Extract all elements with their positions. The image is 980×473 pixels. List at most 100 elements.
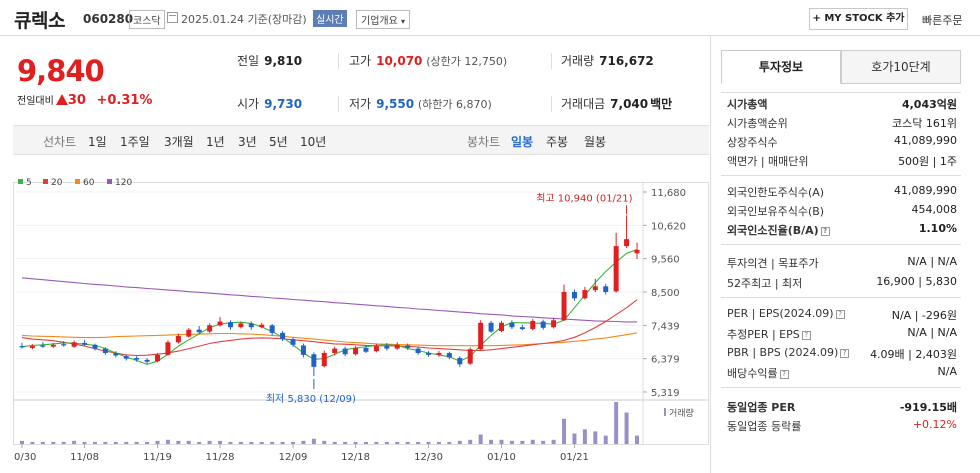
market-cap-value: 4,043억원 — [901, 98, 957, 111]
period-1w[interactable]: 1주일 — [120, 135, 150, 149]
volume-bar — [353, 441, 358, 444]
foreign-limit-value: 41,089,990 — [894, 184, 957, 197]
candle-body — [582, 290, 588, 299]
volume-bar — [374, 441, 379, 444]
candle-body — [561, 291, 567, 321]
candle-body — [457, 358, 463, 365]
candle-body — [113, 352, 119, 356]
upper-limit: (상한가 12,750) — [426, 55, 508, 68]
candle-body — [540, 321, 546, 328]
candle-body — [571, 291, 577, 299]
tab-orderbook[interactable]: 호가10단계 — [841, 50, 961, 84]
candle-body — [405, 345, 411, 348]
candle-body — [509, 322, 515, 328]
candle-body — [373, 346, 379, 352]
candle-body — [488, 322, 494, 332]
industry-per-label: 동일업종 PER — [727, 401, 796, 414]
chart-frame — [13, 182, 709, 445]
legend-swatch — [43, 179, 48, 184]
stock-header: 큐렉소 060280 코스닥 2025.01.24 기준(장마감) 실시간 기업… — [0, 0, 980, 36]
chart-period-bar: 선차트 1일 1주일 3개월 1년 3년 5년 10년 봉차트 일봉 주봉 월봉 — [13, 125, 709, 155]
y-tick-label: 7,439 — [651, 321, 680, 332]
volume-bar — [92, 441, 97, 444]
help-icon[interactable]: ? — [835, 310, 845, 319]
candle-body — [446, 352, 452, 358]
volume-bar — [562, 418, 567, 444]
period-10y[interactable]: 10년 — [300, 135, 327, 149]
per-eps-value: N/A | -296원 — [891, 309, 957, 322]
candle-body — [196, 329, 202, 333]
volume-bar — [363, 441, 368, 444]
moving-average-line — [21, 248, 638, 365]
volume-bar — [436, 441, 441, 444]
up-arrow-icon — [55, 94, 68, 105]
help-icon[interactable]: ? — [801, 331, 811, 340]
candle-body — [498, 322, 504, 331]
tab-invest-info[interactable]: 투자정보 — [721, 50, 841, 84]
y-tick-label: 5,319 — [651, 388, 680, 399]
volume-bar — [530, 439, 535, 444]
volume-bar — [103, 441, 108, 444]
current-price-box: 9,840 전일대비 30 +0.31% — [13, 46, 225, 118]
volume-bar — [113, 441, 118, 444]
company-overview-dropdown[interactable]: 기업개요 ▾ — [356, 10, 411, 29]
candle-monthly[interactable]: 월봉 — [584, 135, 607, 149]
quick-order-link[interactable]: 빠른주문 — [922, 14, 963, 27]
volume-bar — [593, 431, 598, 444]
volume-bar — [520, 440, 525, 444]
help-icon[interactable]: ? — [840, 349, 850, 358]
volume-bar — [489, 439, 494, 444]
divider — [338, 53, 339, 69]
candle-body — [134, 358, 140, 360]
change-label: 전일대비 — [17, 96, 54, 107]
candle-body — [248, 323, 254, 328]
period-1y[interactable]: 1년 — [206, 135, 225, 149]
candle-body — [467, 349, 473, 364]
stat-prev: 전일 9,810 — [237, 52, 302, 69]
candle-body — [530, 320, 536, 330]
industry-rate-label: 동일업종 등락률 — [727, 420, 802, 433]
candle-body — [19, 346, 25, 348]
volume-bar — [72, 440, 77, 444]
period-3y[interactable]: 3년 — [238, 135, 257, 149]
realtime-button[interactable]: 실시간 — [313, 10, 347, 27]
volume-bar — [259, 441, 264, 444]
candle-body — [92, 344, 98, 349]
volume-bar — [155, 440, 160, 444]
y-tick-label: 11,680 — [651, 188, 686, 199]
help-icon[interactable]: ? — [779, 370, 789, 379]
divider — [721, 244, 961, 245]
shares-label: 상장주식수 — [727, 136, 778, 149]
candle-daily[interactable]: 일봉 — [511, 135, 534, 149]
legend-label: 120 — [115, 178, 132, 188]
candle-body — [300, 345, 306, 355]
help-icon[interactable]: ? — [820, 227, 830, 236]
volume-bar — [124, 441, 129, 444]
price-stats: 전일 9,810 고가 10,070 (상한가 12,750) 거래량 716,672… — [225, 40, 710, 120]
candle-weekly[interactable]: 주봉 — [546, 135, 569, 149]
market-badge: 코스닥 — [129, 10, 165, 29]
week52-label: 52주최고 | 최저 — [727, 277, 803, 290]
pbr-bps-text: PBR | BPS (2024.09) — [727, 346, 839, 359]
y-tick-label: 9,560 — [651, 255, 680, 266]
period-5y[interactable]: 5년 — [269, 135, 288, 149]
volume-bar — [468, 439, 473, 444]
stat-amount: 거래대금 7,040 백만 — [561, 95, 672, 112]
divider — [551, 53, 552, 69]
volume-bar — [301, 440, 306, 444]
period-3m[interactable]: 3개월 — [164, 135, 194, 149]
x-tick-label: 12/30 — [414, 452, 443, 463]
calendar-icon — [167, 12, 178, 23]
x-tick-label: 01/21 — [560, 452, 589, 463]
stat-amount-unit: 백만 — [650, 97, 673, 111]
candle-body — [311, 354, 317, 367]
stat-low: 저가 9,550 (하한가 6,870) — [349, 95, 492, 112]
divider — [721, 297, 961, 298]
est-per-text: 추정PER | EPS — [727, 328, 800, 341]
period-1d[interactable]: 1일 — [88, 135, 107, 149]
volume-bar — [207, 440, 212, 444]
add-my-stock-button[interactable]: + MY STOCK 추가 — [809, 8, 908, 30]
volume-legend-swatch — [664, 408, 666, 416]
price-chart[interactable]: 11,680 10,620 9,560 8,500 7,439 6,379 5,319 10/… — [13, 170, 709, 473]
candle-body — [29, 346, 35, 348]
